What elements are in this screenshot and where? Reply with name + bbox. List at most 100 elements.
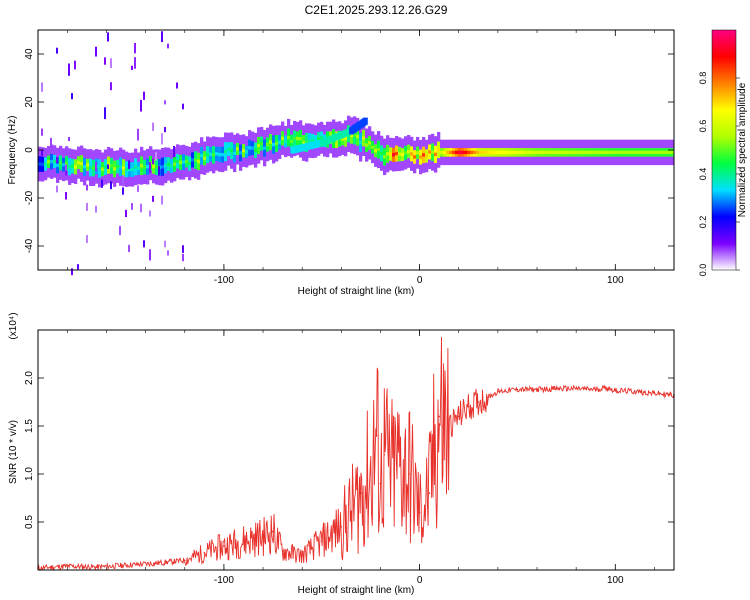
spectrogram-ridge-cell: [614, 150, 618, 155]
snr-data-point: [497, 390, 499, 393]
spectrogram-ridge-cell: [146, 164, 150, 169]
spectrogram-noise-cell: [65, 192, 67, 200]
spectrogram-noise-cell: [176, 82, 178, 89]
spectrogram-ridge-cell: [470, 150, 474, 155]
spectrogram-noise-cell: [95, 161, 97, 172]
snr-data-point: [477, 401, 480, 403]
spectrogram-ridge-cell: [512, 150, 516, 155]
spectrogram-ridge-cell: [401, 152, 405, 157]
spectrogram-ridge-cell: [437, 148, 441, 152]
spectrogram-xlabel: Height of straight line (km): [298, 286, 415, 297]
spectrogram-noise-cell: [131, 65, 133, 70]
snr-data-point: [183, 559, 186, 562]
spectrogram-axes: -100 0 100 -40 -20 0 20 40: [24, 30, 674, 286]
spectrogram-ridge-cell: [125, 167, 129, 171]
colorbar-ticks: 0.0 0.2 0.4 0.6 0.8: [698, 72, 740, 277]
snr-data-point: [350, 511, 352, 514]
spectrogram-ridge-cell: [239, 151, 243, 155]
spectrogram-ridge-cell: [491, 150, 495, 155]
spectrogram-ridge-cell: [320, 136, 324, 140]
spectrogram-ridge-cell: [161, 165, 165, 169]
spectrogram-secondary-cell: [313, 140, 319, 148]
spectrogram-noise-cell: [137, 185, 139, 192]
spectrogram-ridge-cell: [353, 133, 357, 137]
spectrogram-ridge-cell: [143, 165, 147, 169]
spectrogram-noise-cell: [140, 203, 142, 213]
spectrogram-ridge-cell: [164, 163, 168, 167]
spectrogram-ridge-cell: [599, 150, 603, 155]
snr-frame: [37, 329, 675, 571]
spectrogram-noise-cell: [101, 179, 103, 188]
colorbar-tick-label: 0.0: [698, 264, 708, 277]
snr-ytick-label: 2.0: [24, 371, 35, 385]
spectrogram-ridge-cell: [572, 150, 576, 155]
spectrogram-ridge-cell: [629, 150, 633, 155]
snr-data-point: [467, 406, 470, 408]
spectrogram-noise-cell: [182, 253, 184, 262]
snr-data-point: [536, 388, 538, 391]
spectrogram-noise-cell: [119, 225, 121, 236]
spectrogram-noise-cell: [167, 43, 169, 49]
spectrogram-ridge-cell: [284, 139, 288, 144]
snr-data-point: [516, 388, 519, 391]
spectrogram-xtick-label: -100: [214, 275, 234, 286]
spectrogram-noise-cell: [104, 107, 106, 115]
spectrogram-noise-cell: [65, 164, 67, 171]
spectrogram-ridge-cell: [278, 140, 282, 144]
spectrogram-ytick-label: 40: [24, 48, 35, 60]
spectrogram-secondary-cell: [316, 139, 322, 148]
spectrogram-ridge-cell: [509, 150, 513, 155]
spectrogram-secondary-cell: [346, 128, 352, 136]
spectrogram-ridge-cell: [176, 159, 180, 163]
spectrogram-noise-cell: [110, 82, 112, 91]
spectrogram-ridge-cell: [38, 162, 42, 166]
spectrogram-secondary-cell: [328, 135, 334, 143]
spectrogram-ridge-cell: [287, 135, 291, 140]
spectrogram-secondary-cell: [325, 136, 331, 144]
spectrogram-noise-cell: [56, 157, 58, 163]
spectrogram-ridge-cell: [404, 151, 408, 155]
spectrogram-ridge-cell: [551, 150, 555, 155]
spectrogram-ridge-cell: [215, 152, 219, 156]
spectrogram-ridge-cell: [578, 150, 582, 155]
spectrogram-ridge-cell: [113, 167, 117, 171]
snr-xtick-label: -100: [214, 575, 234, 586]
spectrogram-ridge-cell: [560, 150, 564, 155]
colorbar: 0.0 0.2 0.4 0.6 0.8 Normalized spectral ampl…: [698, 29, 748, 277]
spectrogram-ridge-cell: [503, 150, 507, 155]
spectrogram-ridge-cell: [248, 146, 252, 150]
spectrogram-noise-cell: [137, 128, 139, 141]
spectrogram-ridge-cell: [611, 150, 615, 155]
spectrogram-ridge-cell: [356, 134, 360, 139]
spectrogram-ridge-cell: [392, 153, 396, 157]
snr-series-line: [37, 336, 675, 572]
spectrogram-ridge-cell: [83, 165, 87, 169]
spectrogram-noise-cell: [71, 268, 73, 276]
spectrogram-noise-cell: [152, 122, 154, 131]
spectrogram-secondary-cell: [343, 129, 349, 137]
spectrogram-noise-cell: [95, 205, 97, 213]
snr-data-point: [434, 444, 437, 447]
spectrogram-ridge-cell: [128, 167, 132, 172]
spectrogram-secondary-cell: [322, 138, 328, 146]
spectrogram-ridge-cell: [419, 155, 423, 159]
spectrogram-secondary-cell: [319, 139, 325, 147]
spectrogram-noise-cell: [104, 57, 106, 65]
spectrogram-ridge-cell: [497, 150, 501, 155]
spectrogram-ridge-cell: [131, 167, 135, 172]
spectrogram-ridge-cell: [275, 141, 279, 146]
spectrogram-ridge-cell: [569, 150, 573, 155]
spectrogram-noise-cell: [56, 185, 58, 193]
spectrogram-ridge-cell: [65, 161, 69, 165]
spectrogram-secondary-cell: [331, 134, 337, 142]
spectrogram-ridge-cell: [119, 165, 123, 169]
spectrogram-noise-cell: [143, 240, 145, 248]
spectrogram-ridge-cell: [50, 159, 54, 164]
spectrogram-ridge-cell: [59, 161, 63, 165]
spectrogram-ridge-cell: [506, 150, 510, 155]
spectrogram-ridge-cell: [656, 150, 660, 155]
spectrogram-noise-cell: [173, 146, 175, 158]
snr-scale-label: (x10⁴): [8, 312, 19, 339]
snr-data-point: [125, 564, 127, 566]
spectrogram-ridge-cell: [302, 141, 306, 145]
